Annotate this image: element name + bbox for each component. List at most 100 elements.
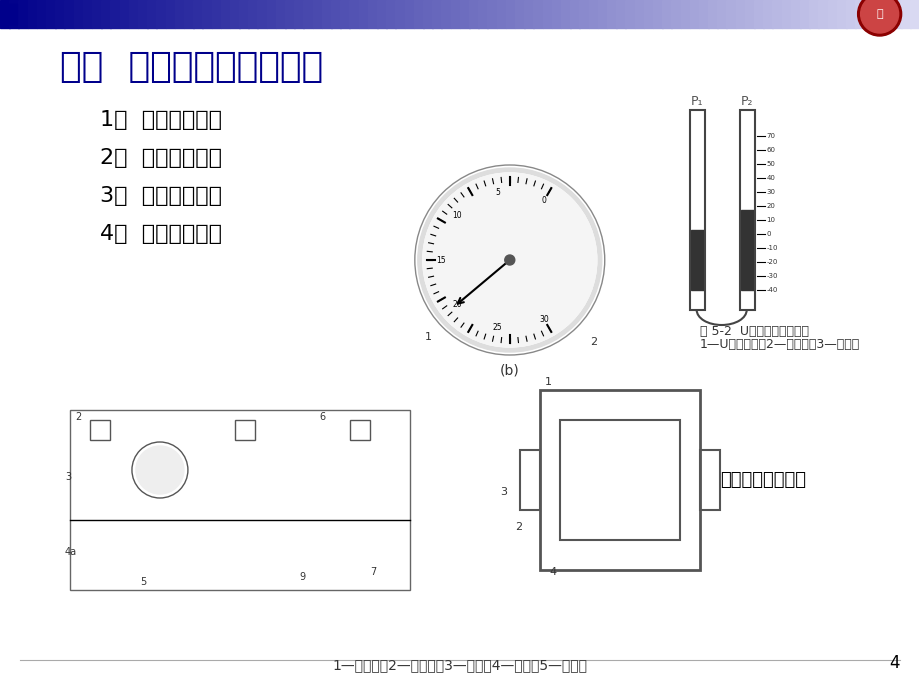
Bar <box>267 0 276 28</box>
Text: 10: 10 <box>451 211 461 220</box>
Text: 2: 2 <box>589 337 596 347</box>
Text: 2: 2 <box>74 412 81 422</box>
Bar <box>211 0 221 28</box>
Text: 60: 60 <box>766 147 775 153</box>
Bar <box>478 0 487 28</box>
Bar <box>83 0 93 28</box>
Bar <box>487 0 496 28</box>
Text: 40: 40 <box>766 175 775 181</box>
Bar <box>708 0 717 28</box>
Circle shape <box>136 446 184 494</box>
Bar <box>386 0 395 28</box>
Circle shape <box>417 168 601 352</box>
Bar <box>414 0 423 28</box>
Circle shape <box>859 0 898 33</box>
Text: -40: -40 <box>766 287 777 293</box>
Text: 50: 50 <box>766 161 775 167</box>
Bar <box>469 0 478 28</box>
Bar <box>74 0 84 28</box>
Bar <box>46 0 56 28</box>
Text: 3．  负荷式压力计: 3． 负荷式压力计 <box>100 186 221 206</box>
Text: 4．  电气式压力计: 4． 电气式压力计 <box>100 224 221 244</box>
Bar <box>248 0 257 28</box>
Bar <box>110 0 119 28</box>
Text: (b): (b) <box>499 363 519 377</box>
Bar <box>579 0 588 28</box>
Bar <box>101 0 110 28</box>
Text: -10: -10 <box>766 245 777 251</box>
Bar <box>349 420 369 440</box>
Text: 15: 15 <box>436 255 445 264</box>
Bar <box>827 0 836 28</box>
Bar <box>156 0 165 28</box>
Bar <box>652 0 662 28</box>
Bar <box>698 0 708 28</box>
Text: 6: 6 <box>320 412 325 422</box>
Bar <box>90 420 110 440</box>
Bar <box>193 0 202 28</box>
Bar <box>836 0 845 28</box>
Bar <box>519 450 539 510</box>
Bar <box>671 0 680 28</box>
Bar <box>800 0 809 28</box>
Bar <box>781 0 790 28</box>
Bar <box>740 210 753 290</box>
Text: 9: 9 <box>300 572 306 582</box>
Bar <box>312 0 322 28</box>
Text: -20: -20 <box>766 259 777 265</box>
Bar <box>221 0 230 28</box>
Bar <box>285 0 294 28</box>
Bar <box>0 0 10 28</box>
Bar <box>662 0 671 28</box>
Bar <box>539 390 699 570</box>
Text: 4a: 4a <box>65 547 77 557</box>
Bar <box>175 0 184 28</box>
Bar <box>754 0 763 28</box>
Bar <box>9 0 19 28</box>
Text: P₁: P₁ <box>689 95 702 108</box>
Bar <box>561 0 570 28</box>
Bar <box>790 0 800 28</box>
Bar <box>395 0 404 28</box>
Text: 7: 7 <box>369 567 376 577</box>
Text: 4: 4 <box>888 654 899 672</box>
Text: 应变式压力传感器: 应变式压力传感器 <box>719 471 805 489</box>
Text: 3: 3 <box>65 472 71 482</box>
Bar <box>763 0 772 28</box>
Bar <box>129 0 138 28</box>
Text: 1—低压腔；2—高压腔；3—硅杯；4—引线；5—硅膜片: 1—低压腔；2—高压腔；3—硅杯；4—引线；5—硅膜片 <box>332 658 586 672</box>
Bar <box>689 110 704 310</box>
Bar <box>358 0 368 28</box>
Bar <box>689 0 698 28</box>
Bar <box>423 0 432 28</box>
Text: 25: 25 <box>493 324 502 333</box>
Bar <box>542 0 551 28</box>
Bar <box>234 420 255 440</box>
Bar <box>616 0 625 28</box>
Bar <box>202 0 211 28</box>
Bar <box>496 0 505 28</box>
Bar <box>515 0 524 28</box>
Bar <box>772 0 781 28</box>
Bar <box>138 0 147 28</box>
Text: 0: 0 <box>766 231 770 237</box>
Bar <box>699 450 719 510</box>
Bar <box>910 0 919 28</box>
Bar <box>533 0 542 28</box>
Text: 30: 30 <box>766 189 775 195</box>
Bar <box>147 0 156 28</box>
Bar <box>726 0 735 28</box>
Bar <box>404 0 414 28</box>
Bar <box>230 0 239 28</box>
Circle shape <box>505 255 515 265</box>
Bar <box>165 0 175 28</box>
Bar <box>505 0 515 28</box>
Bar <box>432 0 441 28</box>
Circle shape <box>857 0 901 36</box>
Bar <box>368 0 377 28</box>
Bar <box>257 0 267 28</box>
Bar <box>818 0 827 28</box>
Bar <box>28 0 38 28</box>
Text: 2．  弹性式压力计: 2． 弹性式压力计 <box>100 148 221 168</box>
Bar <box>625 0 634 28</box>
